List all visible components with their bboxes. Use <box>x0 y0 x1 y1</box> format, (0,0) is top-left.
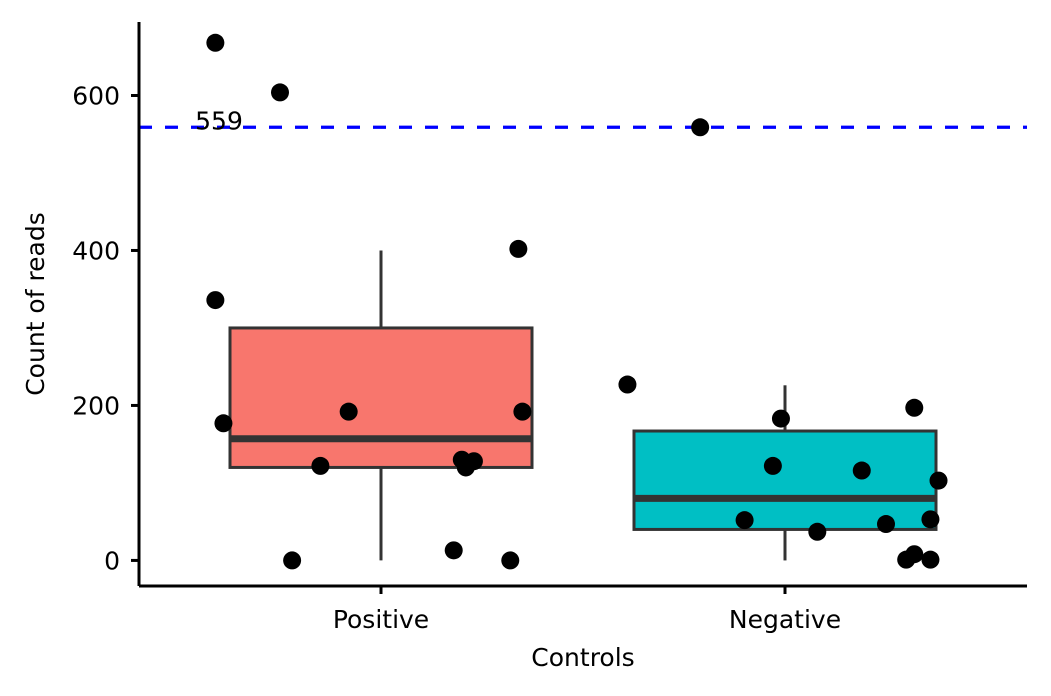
data-point <box>206 291 225 310</box>
plot-area: 559 <box>139 33 1027 570</box>
y-axis-title: Count of reads <box>21 212 50 396</box>
data-point <box>444 541 463 560</box>
y-tick-label: 600 <box>72 81 120 110</box>
data-point <box>271 83 289 102</box>
data-point <box>214 414 233 433</box>
data-point <box>763 456 782 475</box>
y-tick-label: 400 <box>72 236 120 265</box>
data-point <box>771 409 790 428</box>
data-point <box>921 550 940 569</box>
data-point <box>897 550 916 569</box>
data-point <box>513 402 532 421</box>
data-point <box>852 461 871 480</box>
box-negative <box>632 385 938 561</box>
x-axis-ticks: Positive Negative <box>333 586 841 634</box>
data-point <box>877 515 895 534</box>
data-point <box>735 511 754 530</box>
data-point <box>501 551 520 570</box>
x-tick-label: Positive <box>333 605 429 634</box>
data-point <box>206 33 225 52</box>
x-axis-title: Controls <box>531 643 634 672</box>
y-axis-ticks: 0 200 400 600 <box>72 81 139 575</box>
data-point <box>618 375 637 394</box>
data-point <box>339 402 358 421</box>
data-point <box>905 398 924 417</box>
data-point <box>921 510 940 529</box>
axes: 0 200 400 600 Positive Negative <box>72 22 1027 634</box>
data-point <box>456 458 475 477</box>
y-tick-label: 0 <box>104 546 120 575</box>
box-iqr <box>632 429 938 531</box>
data-point <box>808 522 827 541</box>
reference-line-label: 559 <box>195 106 243 135</box>
box-iqr <box>228 326 534 469</box>
data-point <box>509 239 528 258</box>
data-point <box>929 471 948 490</box>
data-point <box>691 118 710 137</box>
y-tick-label: 200 <box>72 391 120 420</box>
data-point <box>311 456 330 475</box>
data-point <box>283 551 302 570</box>
x-tick-label: Negative <box>729 605 841 634</box>
box-positive <box>228 250 534 561</box>
